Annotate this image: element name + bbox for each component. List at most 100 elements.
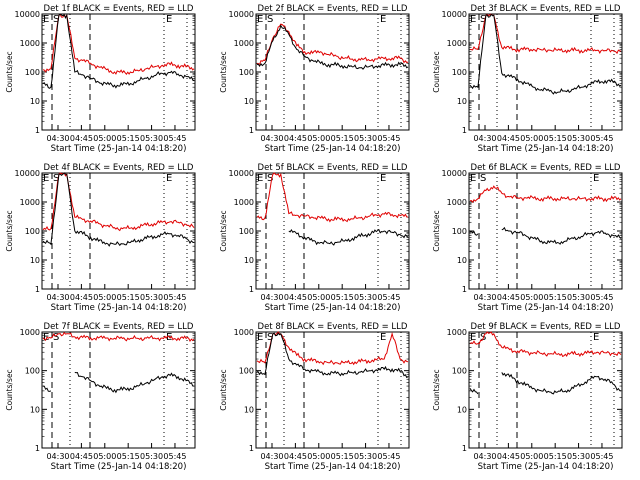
x-tick-label: 05:45 [590, 293, 613, 302]
x-tick-label: 04:45 [284, 293, 307, 302]
y-tick-label: 1000 [20, 328, 40, 337]
x-tick-label: 04:45 [497, 134, 520, 143]
y-tick-label: 100 [239, 367, 254, 376]
chart-title: Det 9f BLACK = Events, RED = LLD [471, 322, 621, 332]
flag-label: E [380, 14, 386, 25]
series-line [469, 13, 622, 95]
x-axis-label: Start Time (25-Jan-14 04:18:20) [51, 462, 187, 472]
series-line [256, 331, 409, 366]
x-tick-label: 05:00 [520, 293, 543, 302]
chart-title: Det 7f BLACK = Events, RED = LLD [44, 322, 194, 332]
flag-label: E [257, 332, 263, 343]
y-axis-label: Counts/sec [5, 51, 14, 92]
flag-label: E [593, 332, 599, 343]
x-tick-label: 05:15 [544, 134, 567, 143]
x-axis-label: Start Time (25-Jan-14 04:18:20) [265, 303, 401, 313]
y-tick-label: 1 [249, 126, 254, 135]
x-tick-label: 04:30 [260, 452, 283, 461]
x-tick-label: 05:30 [354, 134, 377, 143]
y-tick-label: 100 [239, 227, 254, 236]
series-line [288, 228, 409, 246]
x-tick-label: 04:30 [46, 134, 69, 143]
flag-label: E [470, 332, 476, 343]
x-tick-label: 04:30 [46, 452, 69, 461]
flag-label: E [43, 173, 49, 184]
x-axis-label: Start Time (25-Jan-14 04:18:20) [478, 303, 614, 313]
series-line [256, 332, 409, 379]
series-line [42, 172, 195, 247]
x-tick-label: 05:45 [163, 293, 186, 302]
y-tick-label: 1 [462, 285, 467, 294]
x-tick-label: 04:45 [497, 452, 520, 461]
y-tick-label: 10000 [442, 169, 467, 178]
plot-frame [41, 172, 196, 290]
x-tick-label: 05:30 [567, 452, 590, 461]
x-tick-label: 05:45 [377, 293, 400, 302]
x-tick-label: 05:30 [354, 293, 377, 302]
y-tick-label: 1 [249, 444, 254, 453]
x-axis-label: Start Time (25-Jan-14 04:18:20) [478, 462, 614, 472]
series-line [469, 226, 622, 245]
x-tick-label: 05:15 [117, 293, 140, 302]
chart-panel-8: Det 8f BLACK = Events, RED = LLD 1 10 100 10… [219, 322, 410, 472]
x-tick-label: 05:00 [93, 452, 116, 461]
x-tick-label: 05:00 [520, 134, 543, 143]
y-tick-label: 1 [249, 285, 254, 294]
flag-label: E [380, 173, 386, 184]
y-tick-label: 100 [239, 68, 254, 77]
y-tick-label: 10000 [15, 169, 40, 178]
plot-frame [468, 13, 623, 131]
chart-title: Det 8f BLACK = Events, RED = LLD [258, 322, 408, 332]
y-tick-label: 1 [462, 444, 467, 453]
y-tick-label: 1000 [234, 328, 254, 337]
y-tick-label: 10 [457, 256, 467, 265]
x-tick-label: 04:45 [70, 293, 93, 302]
chart-panel-4: Det 4f BLACK = Events, RED = LLD 1 10 100 10… [5, 163, 196, 313]
y-axis-label: Counts/sec [432, 210, 441, 251]
chart-panel-7: Det 7f BLACK = Events, RED = LLD 1 10 100 10… [5, 322, 196, 472]
series-line [42, 331, 195, 342]
x-tick-label: 05:00 [520, 452, 543, 461]
series-line [256, 24, 409, 70]
x-tick-label: 05:45 [590, 134, 613, 143]
chart-panel-2: Det 2f BLACK = Events, RED = LLD 1 10 100 10… [219, 4, 410, 154]
plot-frame [255, 331, 410, 449]
x-tick-label: 05:15 [331, 134, 354, 143]
chart-title: Det 6f BLACK = Events, RED = LLD [471, 163, 621, 173]
x-tick-label: 05:00 [307, 134, 330, 143]
x-tick-label: 05:45 [590, 452, 613, 461]
x-tick-label: 05:00 [93, 293, 116, 302]
x-tick-label: 05:15 [117, 452, 140, 461]
y-axis-label: Counts/sec [432, 369, 441, 410]
flag-label: S [267, 14, 273, 25]
chart-panel-9: Det 9f BLACK = Events, RED = LLD 1 10 100 10… [432, 322, 623, 472]
flag-label: S [53, 14, 59, 25]
chart-panel-5: Det 5f BLACK = Events, RED = LLD 1 10 100 10… [219, 163, 410, 313]
x-axis-label: Start Time (25-Jan-14 04:18:20) [478, 144, 614, 154]
y-tick-label: 1000 [447, 39, 467, 48]
x-tick-label: 04:45 [284, 134, 307, 143]
chart-panel-6: Det 6f BLACK = Events, RED = LLD 1 10 100 10… [432, 163, 623, 313]
x-tick-label: 05:45 [377, 452, 400, 461]
y-tick-label: 10 [30, 97, 40, 106]
x-tick-label: 05:00 [307, 293, 330, 302]
y-tick-label: 1000 [20, 39, 40, 48]
y-tick-label: 100 [25, 367, 40, 376]
y-tick-label: 1 [35, 126, 40, 135]
y-tick-label: 10 [244, 256, 254, 265]
y-tick-label: 10000 [442, 10, 467, 19]
y-tick-label: 10000 [229, 169, 254, 178]
x-tick-label: 05:15 [544, 293, 567, 302]
chart-title: Det 1f BLACK = Events, RED = LLD [44, 4, 194, 14]
series-line [469, 331, 622, 358]
y-tick-label: 1 [35, 285, 40, 294]
y-tick-label: 10 [30, 405, 40, 414]
flag-label: S [53, 173, 59, 184]
x-axis-label: Start Time (25-Jan-14 04:18:20) [51, 303, 187, 313]
x-tick-label: 05:45 [163, 134, 186, 143]
flag-label: S [480, 14, 486, 25]
y-tick-label: 10 [244, 405, 254, 414]
x-tick-label: 04:45 [497, 293, 520, 302]
x-tick-label: 05:30 [140, 452, 163, 461]
chart-title: Det 4f BLACK = Events, RED = LLD [44, 163, 194, 173]
